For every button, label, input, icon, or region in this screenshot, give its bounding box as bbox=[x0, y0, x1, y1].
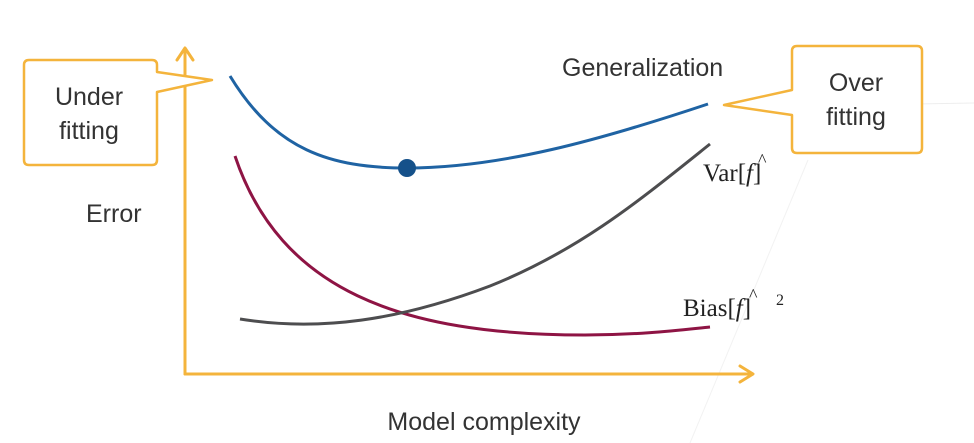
over-fitting-line-2: fitting bbox=[826, 103, 886, 131]
under-fitting-line-2: fitting bbox=[59, 117, 119, 145]
over-fitting-callout bbox=[722, 44, 924, 155]
variance-curve bbox=[239, 142, 711, 326]
generalization-label: Generalization bbox=[562, 54, 723, 82]
model-complexity-axis-label: Model complexity bbox=[387, 408, 581, 436]
bias-hat: ^ bbox=[749, 285, 758, 305]
bias-curve bbox=[233, 155, 711, 337]
bias-label-f: f bbox=[736, 295, 746, 322]
variance-label-close: ] bbox=[753, 160, 761, 187]
y-axis-arrowhead bbox=[175, 46, 195, 62]
variance-hat: ^ bbox=[758, 150, 767, 170]
variance-label-f: f bbox=[746, 160, 756, 187]
variance-label: Var[f] ^ bbox=[703, 150, 767, 187]
svg-text:Var[f]: Var[f] bbox=[703, 160, 761, 187]
background-line bbox=[689, 159, 809, 443]
generalization-curve bbox=[228, 75, 709, 170]
variance-label-prefix: Var[ bbox=[703, 160, 746, 187]
optimal-point bbox=[398, 159, 416, 177]
bias-label-close: ] bbox=[743, 295, 751, 322]
bias-label: Bias[f] ^ 2 bbox=[683, 285, 784, 322]
bias-exponent: 2 bbox=[776, 292, 784, 309]
under-fitting-line-1: Under bbox=[55, 83, 123, 111]
axes bbox=[175, 46, 755, 384]
over-fitting-line-1: Over bbox=[829, 69, 883, 97]
background-line bbox=[914, 102, 974, 105]
bias-label-prefix: Bias[ bbox=[683, 295, 736, 322]
svg-text:Bias[f]: Bias[f] bbox=[683, 295, 751, 322]
x-axis-arrowhead bbox=[738, 364, 755, 384]
error-axis-label: Error bbox=[86, 200, 142, 228]
under-fitting-callout bbox=[22, 58, 214, 167]
